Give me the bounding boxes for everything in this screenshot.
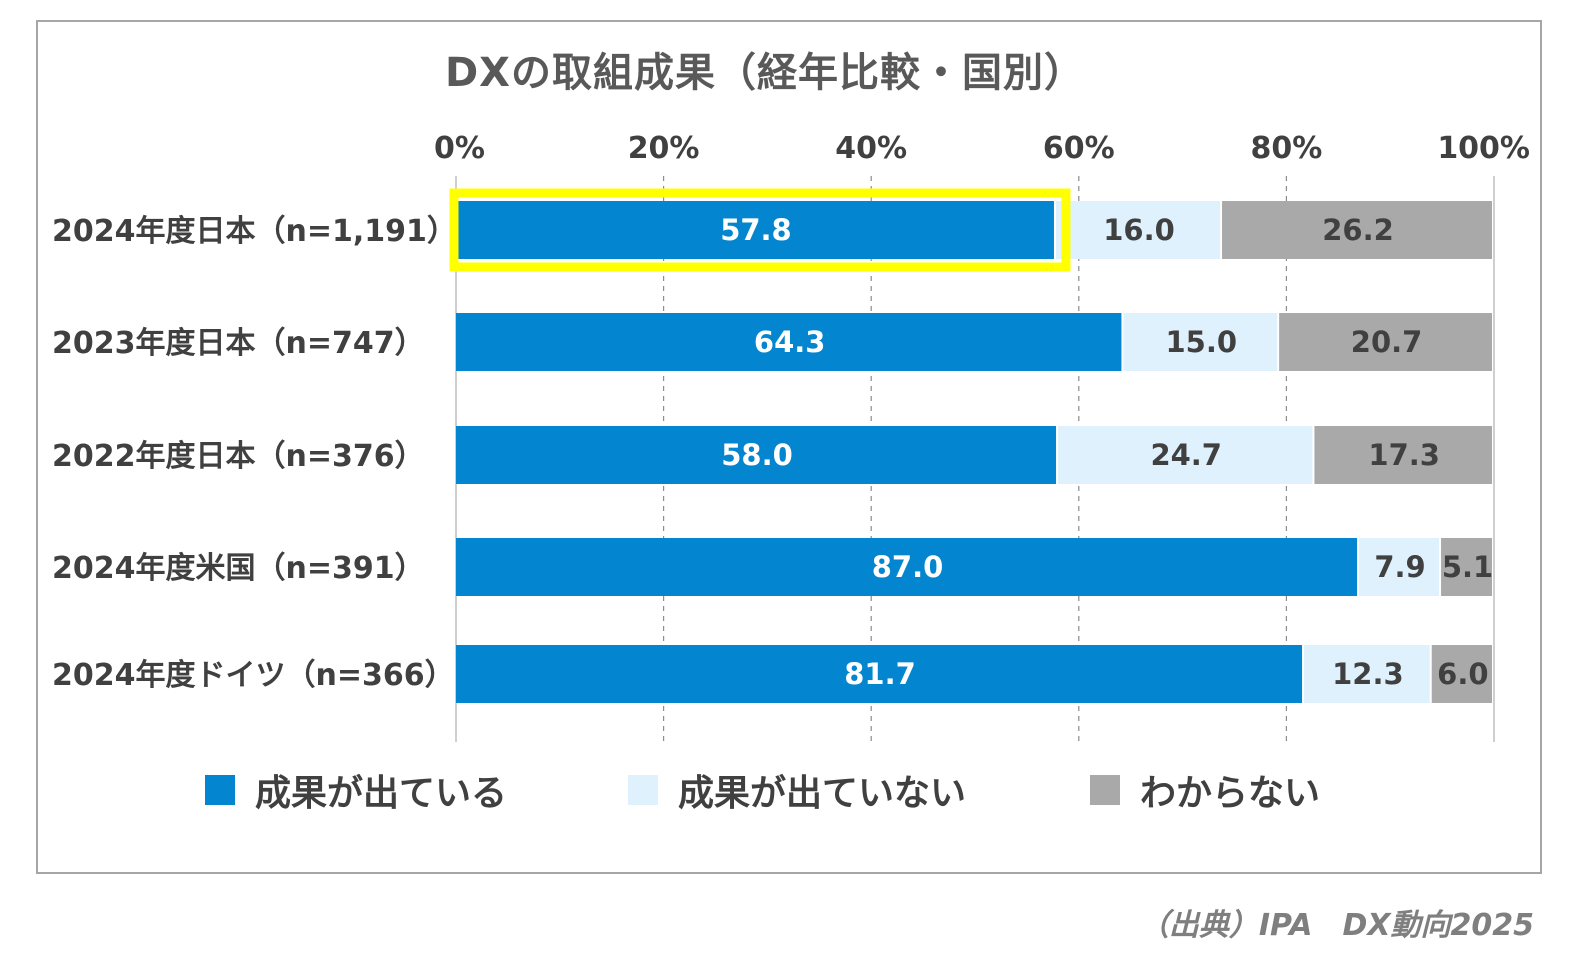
bar-segment bbox=[1441, 538, 1492, 596]
bar-value-label: 17.3 bbox=[1368, 438, 1440, 472]
bar-value-label: 16.0 bbox=[1103, 213, 1175, 247]
bar-value-label: 57.8 bbox=[720, 213, 792, 247]
bar-value-label: 15.0 bbox=[1166, 325, 1238, 359]
legend-label-achieved: 成果が出ている bbox=[255, 773, 508, 814]
source-note: （出典）IPA DX動向2025 bbox=[1138, 908, 1534, 943]
bar-segment bbox=[1431, 645, 1492, 703]
x-tick-label: 100% bbox=[1437, 131, 1530, 166]
legend-item-not-achieved: 成果が出ていない bbox=[628, 768, 966, 814]
bar-value-label: 87.0 bbox=[872, 550, 944, 584]
bar-segment bbox=[456, 645, 1303, 703]
x-tick-label: 80% bbox=[1250, 131, 1322, 166]
bar-segment bbox=[456, 538, 1358, 596]
bar-segment bbox=[1222, 201, 1492, 259]
legend-swatch-achieved bbox=[205, 775, 235, 805]
bar-segment bbox=[456, 426, 1057, 484]
legend-item-unknown: わからない bbox=[1090, 768, 1320, 814]
bar-value-label: 12.3 bbox=[1332, 657, 1404, 691]
bar-segment bbox=[1279, 313, 1492, 371]
bar-segment bbox=[1123, 313, 1278, 371]
x-tick-label: 0% bbox=[434, 131, 485, 166]
legend-label-not-achieved: 成果が出ていない bbox=[678, 773, 967, 814]
legend-item-achieved: 成果が出ている bbox=[205, 768, 507, 814]
bar-value-label: 6.0 bbox=[1437, 657, 1488, 691]
bar-value-label: 20.7 bbox=[1351, 325, 1423, 359]
category-label: 2024年度日本（n=1,191） bbox=[52, 214, 457, 249]
category-label: 2024年度ドイツ（n=366） bbox=[52, 658, 455, 693]
legend-swatch-not-achieved bbox=[628, 775, 658, 805]
chart-title: DXの取組成果（経年比較・国別） bbox=[444, 50, 1086, 96]
bar-value-label: 7.9 bbox=[1374, 550, 1425, 584]
bar-value-label: 81.7 bbox=[844, 657, 916, 691]
legend-label-unknown: わからない bbox=[1140, 773, 1321, 814]
x-tick-label: 20% bbox=[628, 131, 700, 166]
x-tick-label: 60% bbox=[1043, 131, 1115, 166]
category-label: 2023年度日本（n=747） bbox=[52, 326, 425, 361]
category-label: 2024年度米国（n=391） bbox=[52, 551, 425, 586]
bar-value-label: 58.0 bbox=[721, 438, 793, 472]
bar-segment bbox=[1359, 538, 1440, 596]
bar-value-label: 5.1 bbox=[1442, 550, 1493, 584]
bar-segment bbox=[1058, 426, 1313, 484]
bar-segment bbox=[456, 313, 1122, 371]
bar-value-label: 24.7 bbox=[1150, 438, 1222, 472]
highlight-box bbox=[449, 188, 1071, 272]
bar-segment bbox=[1055, 201, 1221, 259]
bar-value-label: 26.2 bbox=[1322, 213, 1394, 247]
legend-swatch-unknown bbox=[1090, 775, 1120, 805]
x-tick-label: 40% bbox=[835, 131, 907, 166]
bar-segment bbox=[456, 201, 1054, 259]
bar-segment bbox=[1304, 645, 1430, 703]
bar-segment bbox=[1314, 426, 1492, 484]
category-label: 2022年度日本（n=376） bbox=[52, 439, 425, 474]
bar-value-label: 64.3 bbox=[754, 325, 826, 359]
